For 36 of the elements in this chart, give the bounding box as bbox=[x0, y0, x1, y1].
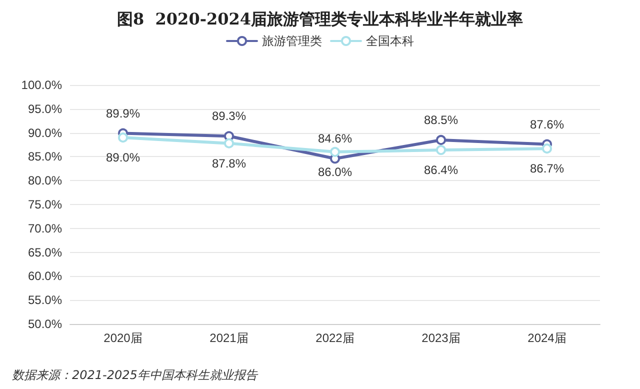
y-tick-label: 60.0% bbox=[28, 269, 62, 284]
y-tick-label: 90.0% bbox=[28, 126, 62, 140]
chart-title: 图8 2020-2024届旅游管理类专业本科毕业半年就业率 bbox=[117, 10, 523, 28]
point bbox=[436, 145, 446, 156]
y-tick-label: 65.0% bbox=[28, 245, 62, 260]
point bbox=[542, 144, 552, 154]
legend-label: 旅游管理类 bbox=[262, 34, 322, 48]
x-tick-label: 2022届 bbox=[316, 331, 354, 345]
y-tick-label: 70.0% bbox=[28, 221, 62, 236]
point bbox=[330, 146, 340, 157]
data-label: 87.6% bbox=[530, 117, 564, 132]
data-label: 86.0% bbox=[318, 164, 352, 179]
y-tick-label: 85.0% bbox=[28, 150, 62, 164]
x-tick-label: 2020届 bbox=[104, 331, 142, 345]
y-tick-label: 80.0% bbox=[28, 174, 62, 188]
data-label: 89.9% bbox=[106, 106, 140, 120]
y-tick-label: 50.0% bbox=[28, 317, 62, 331]
data-label: 84.6% bbox=[318, 132, 352, 146]
y-tick-label: 100.0% bbox=[21, 78, 62, 92]
data-label: 89.3% bbox=[212, 109, 246, 124]
data-label: 86.7% bbox=[530, 162, 564, 176]
data-label: 89.0% bbox=[106, 150, 140, 165]
data-label: 86.4% bbox=[424, 163, 458, 178]
point bbox=[436, 134, 446, 145]
source-note: 数据来源：2021-2025年中国本科生就业报告 bbox=[12, 368, 258, 382]
legend-label: 全国本科 bbox=[366, 34, 414, 48]
x-tick-label: 2021届 bbox=[210, 331, 248, 345]
x-tick-label: 2024届 bbox=[528, 331, 566, 345]
data-label: 87.8% bbox=[212, 156, 246, 170]
point bbox=[118, 132, 128, 143]
x-tick-label: 2023届 bbox=[422, 331, 460, 345]
y-tick-label: 95.0% bbox=[28, 102, 62, 116]
point bbox=[224, 138, 234, 148]
data-label: 88.5% bbox=[424, 112, 458, 127]
y-tick-label: 55.0% bbox=[28, 293, 62, 308]
y-tick-label: 75.0% bbox=[28, 198, 62, 212]
